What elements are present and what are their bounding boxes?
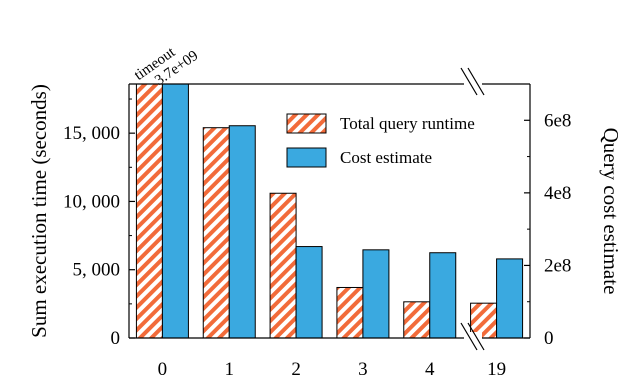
left-tick-label: 15, 000	[63, 123, 120, 144]
x-tick-label-1: 1	[225, 359, 235, 380]
runtime-bar-2	[269, 192, 297, 339]
runtime-bar-3	[336, 286, 364, 339]
legend-swatch-cost	[286, 147, 327, 168]
runtime-bar-1	[202, 127, 230, 339]
left-tick-label: 5, 000	[73, 260, 121, 281]
cost-bar-19	[496, 258, 524, 339]
y-axis-title-left: Sum execution time (seconds)	[27, 84, 51, 338]
cost-bar-0	[161, 83, 189, 339]
x-ticks: 0 1 2 3 4 19	[158, 359, 506, 380]
right-tick-label: 6e8	[544, 110, 571, 131]
left-tick-label: 0	[111, 328, 121, 349]
right-tick-label: 2e8	[544, 255, 571, 276]
legend-swatch-runtime	[286, 113, 327, 134]
right-ticks: 0 2e8 4e8 6e8	[524, 110, 571, 349]
runtime-bar-0	[135, 83, 163, 339]
right-tick-label: 0	[544, 328, 554, 349]
cost-bar-1	[228, 125, 256, 339]
left-ticks: 0 5, 000 10, 000 15, 000	[63, 98, 135, 349]
x-tick-label-19: 19	[487, 359, 506, 380]
legend: Total query runtime Cost estimate	[286, 113, 475, 168]
y-axis-title-right: Query cost estimate	[599, 128, 623, 295]
axis-break-mark-top	[460, 67, 485, 96]
x-tick-label-2: 2	[291, 359, 301, 380]
bars-layer	[135, 83, 524, 339]
legend-label-runtime: Total query runtime	[340, 114, 475, 133]
cost-bar-2	[295, 246, 323, 339]
x-tick-label-4: 4	[425, 359, 435, 380]
x-tick-label-3: 3	[358, 359, 368, 380]
axis-break-mark-bottom	[460, 322, 485, 351]
right-tick-label: 4e8	[544, 183, 571, 204]
cost-bar-3	[362, 249, 390, 339]
x-tick-label-0: 0	[158, 359, 168, 380]
cost-bar-4	[429, 252, 457, 339]
legend-label-cost: Cost estimate	[340, 148, 432, 167]
left-tick-label: 10, 000	[63, 191, 120, 212]
runtime-bar-4	[403, 301, 431, 339]
